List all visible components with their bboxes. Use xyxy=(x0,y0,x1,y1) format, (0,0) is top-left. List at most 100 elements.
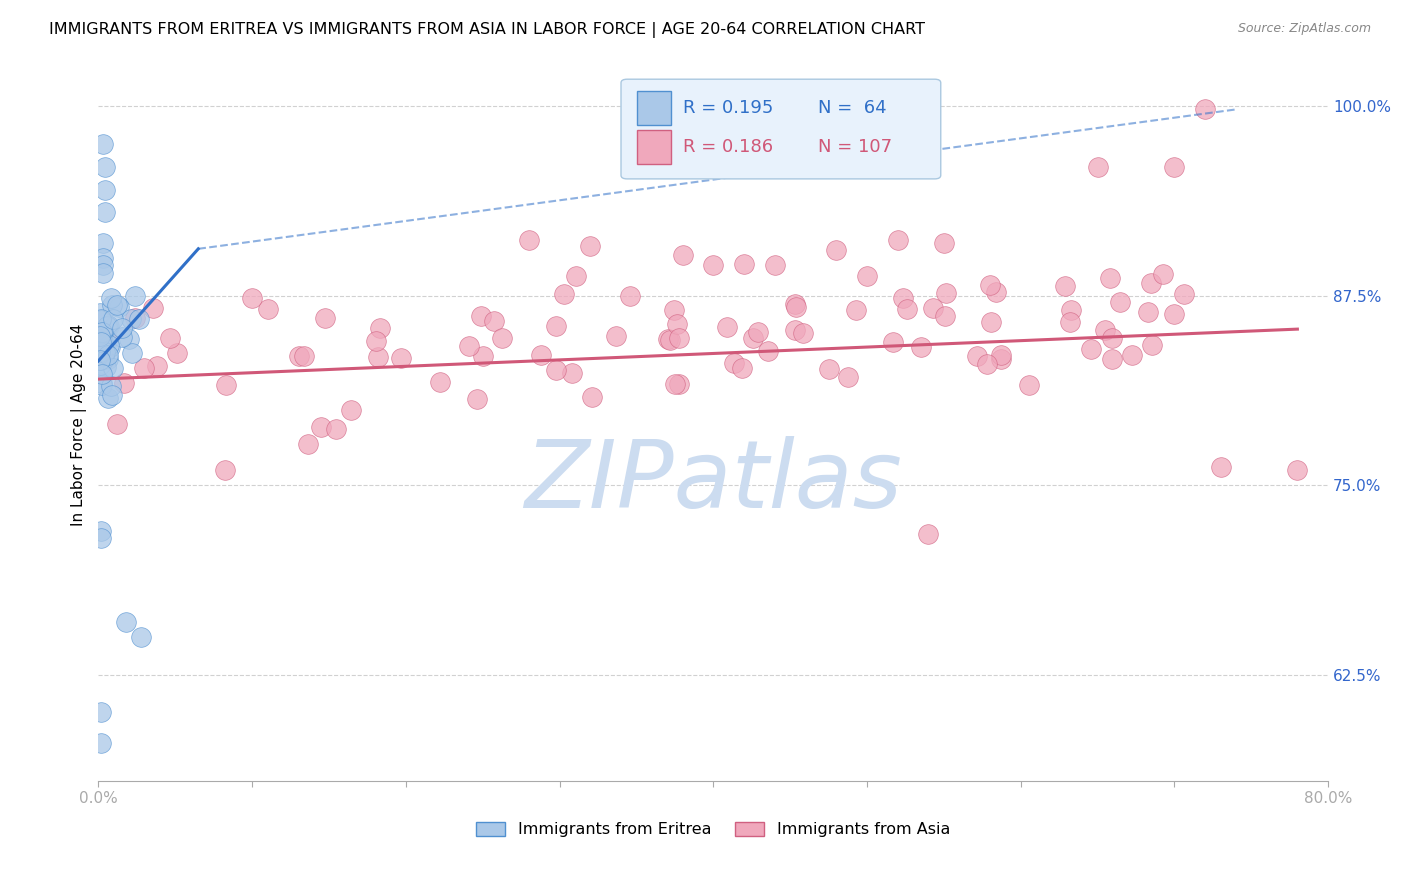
Point xyxy=(124,310,146,325)
Text: N =  64: N = 64 xyxy=(818,99,886,117)
Point xyxy=(1209,460,1232,475)
Point xyxy=(491,331,513,345)
Point xyxy=(215,377,238,392)
Point xyxy=(482,314,505,328)
Point xyxy=(1080,342,1102,356)
Point xyxy=(763,259,786,273)
Point xyxy=(120,311,142,326)
Text: Source: ZipAtlas.com: Source: ZipAtlas.com xyxy=(1237,22,1371,36)
Point xyxy=(93,347,115,361)
Point xyxy=(984,285,1007,299)
Point xyxy=(1087,160,1109,174)
Point xyxy=(783,297,806,311)
Point xyxy=(457,339,479,353)
Point xyxy=(89,353,111,368)
Point xyxy=(733,257,755,271)
Point xyxy=(668,331,690,345)
Point xyxy=(288,350,311,364)
Text: ZIPatlas: ZIPatlas xyxy=(524,436,903,527)
Point xyxy=(96,332,118,346)
Point xyxy=(115,615,138,629)
Point xyxy=(325,422,347,436)
Point xyxy=(91,367,114,381)
Point xyxy=(389,351,412,365)
Point xyxy=(98,338,121,352)
Text: N = 107: N = 107 xyxy=(818,138,891,156)
Point xyxy=(103,312,125,326)
Legend: Immigrants from Eritrea, Immigrants from Asia: Immigrants from Eritrea, Immigrants from… xyxy=(470,815,956,844)
Point xyxy=(657,332,679,346)
Point xyxy=(470,309,492,323)
Point xyxy=(1060,303,1083,318)
Point xyxy=(1109,295,1132,310)
Y-axis label: In Labor Force | Age 20-64: In Labor Force | Age 20-64 xyxy=(72,324,87,525)
Point xyxy=(128,311,150,326)
Point xyxy=(93,352,115,367)
Point xyxy=(159,331,181,345)
Point xyxy=(93,205,115,219)
Point xyxy=(1140,276,1163,290)
Point xyxy=(90,376,112,390)
Point xyxy=(896,301,918,316)
Point xyxy=(825,244,848,258)
Point xyxy=(90,334,112,348)
Point xyxy=(723,356,745,370)
Point xyxy=(93,334,115,349)
Point xyxy=(671,248,693,262)
Point xyxy=(105,298,128,312)
Point xyxy=(886,233,908,247)
Point xyxy=(1163,160,1185,174)
Point xyxy=(1173,287,1195,301)
Point xyxy=(837,370,859,384)
Point xyxy=(91,325,114,339)
Text: R = 0.186: R = 0.186 xyxy=(682,138,773,156)
Point xyxy=(1053,278,1076,293)
Point xyxy=(530,348,553,362)
Point xyxy=(90,313,112,327)
Point xyxy=(1286,463,1309,477)
FancyBboxPatch shape xyxy=(637,129,672,164)
Point xyxy=(742,331,765,345)
Point xyxy=(921,301,943,315)
Point xyxy=(90,356,112,370)
Point xyxy=(990,348,1012,362)
Point xyxy=(98,319,121,334)
Point xyxy=(89,348,111,362)
Point xyxy=(103,360,125,375)
Point xyxy=(89,358,111,372)
Point xyxy=(124,289,146,303)
Point xyxy=(1136,304,1159,318)
Point xyxy=(96,359,118,374)
Point xyxy=(731,360,754,375)
Point xyxy=(100,298,122,312)
Point xyxy=(856,269,879,284)
Point xyxy=(240,291,263,305)
Point xyxy=(783,323,806,337)
Point xyxy=(605,328,627,343)
Point xyxy=(98,340,121,354)
Point xyxy=(979,278,1001,293)
Point xyxy=(96,318,118,333)
Point xyxy=(100,379,122,393)
Point xyxy=(100,292,122,306)
Point xyxy=(89,329,111,343)
Point xyxy=(1094,323,1116,337)
Point xyxy=(429,375,451,389)
Point xyxy=(142,301,165,316)
Point xyxy=(792,326,814,340)
Point xyxy=(107,301,129,315)
Point xyxy=(91,325,114,339)
Point xyxy=(553,287,575,301)
Point xyxy=(214,463,236,477)
Point xyxy=(1194,103,1216,117)
Point xyxy=(934,310,956,324)
Point xyxy=(91,266,114,280)
Point xyxy=(472,349,495,363)
Point xyxy=(665,318,688,332)
Point xyxy=(756,343,779,358)
Point xyxy=(1101,331,1123,345)
Point xyxy=(112,376,135,390)
Point xyxy=(340,403,363,417)
Point xyxy=(91,235,114,250)
Point xyxy=(97,348,120,362)
